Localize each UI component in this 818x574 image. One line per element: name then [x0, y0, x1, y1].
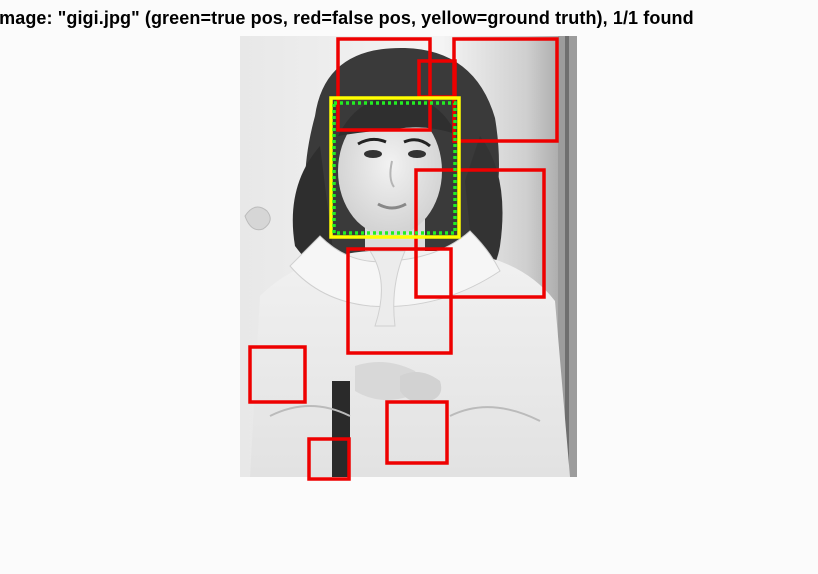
photo [240, 36, 577, 477]
figure-title: image: "gigi.jpg" (green=true pos, red=f… [0, 8, 694, 28]
portrait-photo [240, 36, 577, 477]
